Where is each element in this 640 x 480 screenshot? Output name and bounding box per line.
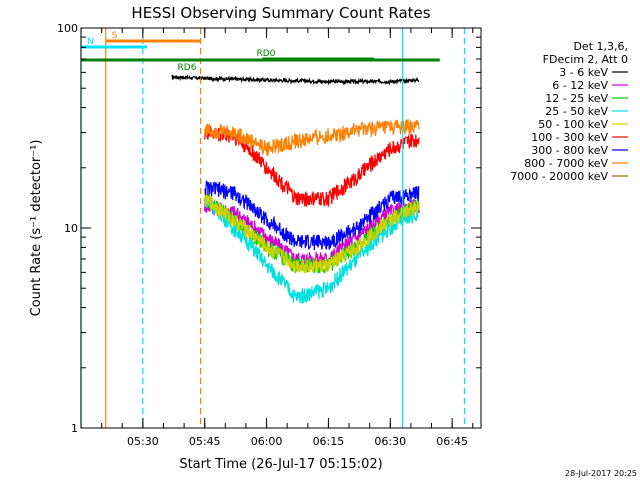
series-line-25-50-keV bbox=[204, 194, 420, 304]
x-tick-label: 06:45 bbox=[436, 435, 468, 448]
legend-entry-label: 12 - 25 keV bbox=[545, 92, 608, 105]
flag-label-s: S bbox=[112, 31, 118, 41]
chart-title: HESSI Observing Summary Count Rates bbox=[131, 4, 430, 22]
flag-label-n: N bbox=[87, 37, 94, 47]
legend-entry-label: 3 - 6 keV bbox=[559, 66, 608, 79]
x-tick-label: 06:00 bbox=[251, 435, 283, 448]
x-tick-label: 05:30 bbox=[127, 435, 159, 448]
y-tick-label: 1 bbox=[71, 422, 78, 435]
series-line-3-6-keV bbox=[171, 74, 420, 86]
y-axis-label: Count Rate (s⁻¹ detector⁻¹) bbox=[29, 140, 44, 317]
legend-entry-label: 300 - 800 keV bbox=[531, 144, 608, 157]
legend-entry-label: 6 - 12 keV bbox=[552, 79, 608, 92]
x-tick-label: 06:30 bbox=[374, 435, 406, 448]
legend-entry-label: 25 - 50 keV bbox=[545, 105, 608, 118]
x-tick-label: 06:15 bbox=[313, 435, 345, 448]
legend-entry-label: 100 - 300 keV bbox=[531, 131, 608, 144]
legend-entry-label: 7000 - 20000 keV bbox=[510, 170, 608, 183]
y-tick-label: 10 bbox=[64, 222, 78, 235]
legend-header-line: Det 1,3,6, bbox=[573, 40, 628, 53]
series-line-50-100-keV bbox=[204, 191, 420, 274]
y-tick-label: 100 bbox=[57, 22, 78, 35]
series-line-300-800-keV bbox=[204, 180, 420, 251]
legend-header-line: FDecim 2, Att 0 bbox=[543, 53, 628, 66]
x-axis-label: Start Time (26-Jul-17 05:15:02) bbox=[179, 457, 382, 472]
flag-label-rd0: RD0 bbox=[256, 49, 275, 59]
legend-entry-label: 50 - 100 keV bbox=[538, 118, 608, 131]
plot-frame bbox=[80, 27, 482, 429]
legend-entry-label: 800 - 7000 keV bbox=[524, 157, 608, 170]
series-line-6-12-keV bbox=[204, 198, 420, 268]
series-line-800-7000-keV bbox=[204, 118, 420, 157]
footer-date: 28-Jul-2017 20:25 bbox=[565, 469, 637, 478]
flag-label-rd6: RD6 bbox=[178, 63, 197, 73]
x-tick-label: 05:45 bbox=[189, 435, 221, 448]
